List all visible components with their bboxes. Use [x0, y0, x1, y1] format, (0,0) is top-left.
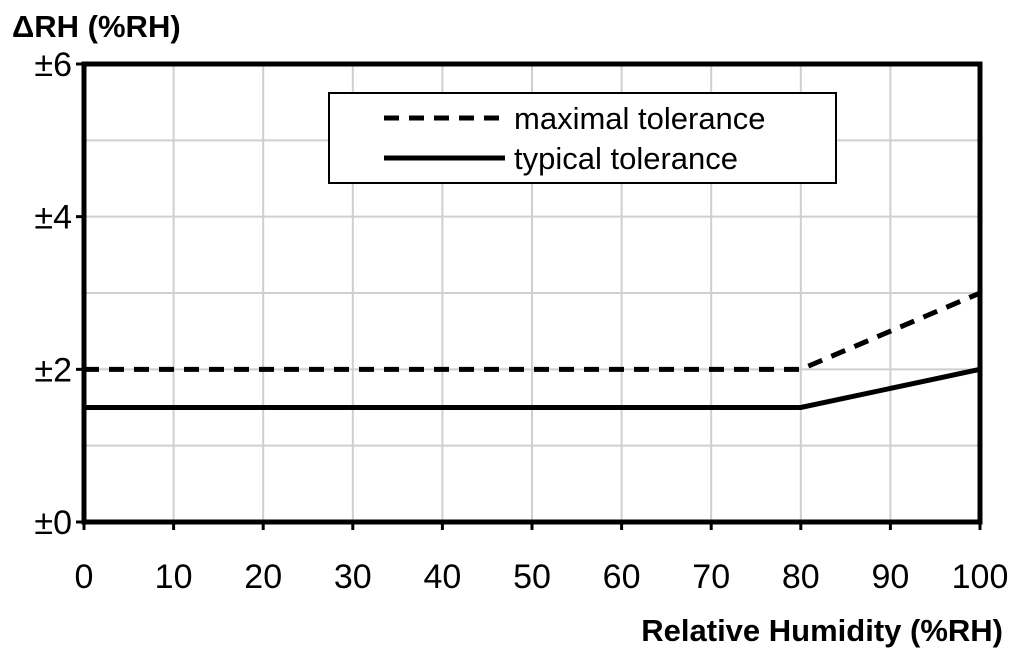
y-axis-title: ΔRH (%RH): [12, 9, 181, 44]
x-tick-label-40: 40: [423, 558, 461, 596]
y-tick-label-6: ±6: [34, 46, 72, 84]
series-line-maximal-tolerance: [84, 290, 981, 372]
x-tick-label-90: 90: [871, 558, 909, 596]
x-tick-label-0: 0: [75, 558, 94, 596]
x-tick-label-100: 100: [952, 558, 1009, 596]
x-tick-label-80: 80: [782, 558, 820, 596]
legend: maximal tolerance typical tolerance: [328, 92, 837, 184]
x-tick-label-60: 60: [603, 558, 641, 596]
y-tick-label-2: ±2: [34, 351, 72, 389]
series-line-typical-tolerance: [84, 366, 981, 410]
x-tick-label-50: 50: [513, 558, 551, 596]
legend-box: [328, 92, 837, 184]
legend-label-typical: typical tolerance: [514, 141, 738, 176]
x-tick-label-20: 20: [244, 558, 282, 596]
y-tick-labels: ±0 ±2 ±4 ±6: [34, 46, 72, 542]
series-lines: [84, 290, 981, 410]
x-tick-labels: 0 10 20 30 40 50 60 70 80 90 100: [75, 558, 1009, 596]
y-tick-label-4: ±4: [34, 199, 72, 237]
x-axis-title: Relative Humidity (%RH): [641, 613, 1003, 648]
x-tick-label-70: 70: [692, 558, 730, 596]
legend-label-maximal: maximal tolerance: [514, 101, 766, 136]
y-tick-label-0: ±0: [34, 504, 72, 542]
x-tick-label-10: 10: [155, 558, 193, 596]
plot-frame: [81, 61, 983, 525]
x-tick-label-30: 30: [334, 558, 372, 596]
